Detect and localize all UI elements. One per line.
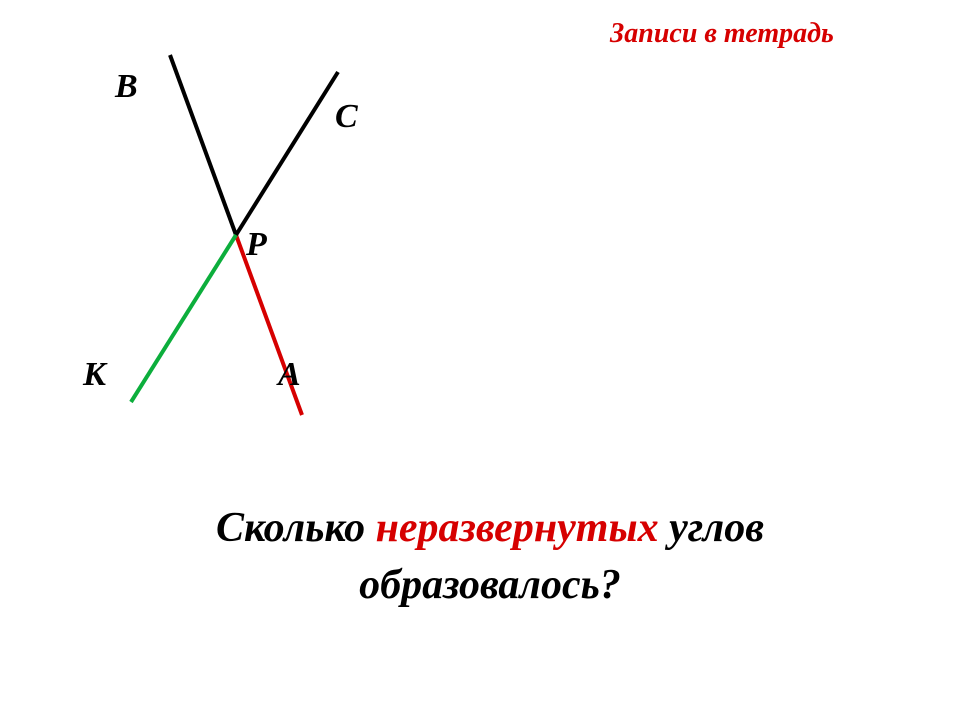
segment-B-P — [170, 55, 236, 235]
label-A: А — [278, 358, 301, 392]
question-prefix: Сколько — [216, 505, 376, 551]
slide-stage: Записи в тетрадь В С Р К А Сколько нераз… — [0, 0, 960, 720]
label-P: Р — [246, 228, 267, 262]
question-middle: углов — [659, 505, 764, 551]
label-K: К — [83, 358, 106, 392]
label-C: С — [335, 100, 358, 134]
label-B: В — [115, 70, 138, 104]
segment-C-P — [236, 72, 338, 235]
segment-P-K — [131, 235, 236, 402]
question-text: Сколько неразвернутых углов образовалось… — [130, 500, 850, 613]
question-highlight: неразвернутых — [376, 505, 659, 551]
question-line2: образовалось? — [359, 562, 621, 608]
